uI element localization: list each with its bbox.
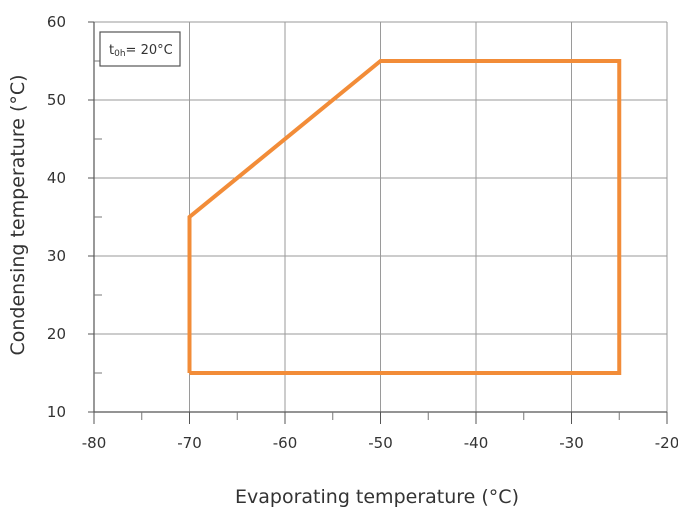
x-tick-label-0: -80 [82,434,107,452]
x-tick-label-1: -70 [177,434,202,452]
annotation-prefix: t [109,43,114,58]
operating-envelope-line-0 [187,59,622,375]
x-axis-title: Evaporating temperature (°C) [235,486,519,508]
annotation-text: t0h= 20°C [109,43,173,59]
y-tick-label-3: 40 [47,169,66,187]
y-tick-label-5: 60 [47,13,66,31]
grid [94,21,668,412]
series [187,59,622,375]
x-tick-label-6: -20 [655,434,678,452]
x-tick-label-2: -60 [273,434,298,452]
annotation-frame [99,31,181,67]
y-tick-label-4: 50 [47,91,66,109]
y-tick-label-0: 10 [47,403,66,421]
annotation-box: t0h= 20°C [99,31,181,67]
x-tick-label-4: -40 [464,434,489,452]
x-tick-label-5: -30 [559,434,584,452]
annotation-subscript: 0h [114,49,125,59]
y-axis-title: Condensing temperature (°C) [7,74,29,355]
x-tick-label-3: -50 [368,434,393,452]
tick-labels: -80 -70 -60 -50 -40 -30 -20 10 20 30 40 50 60 [47,13,678,452]
axes [88,21,668,424]
y-tick-label-2: 30 [47,247,66,265]
y-tick-label-1: 20 [47,325,66,343]
annotation-value: = 20°C [126,43,173,58]
